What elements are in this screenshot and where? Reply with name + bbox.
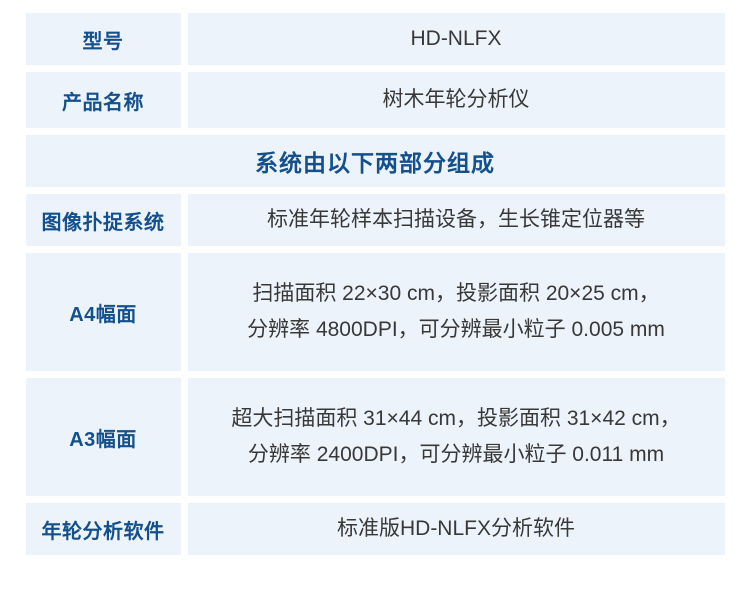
spec-table-body: 型号 HD-NLFX 产品名称 树木年轮分析仪 系统由以下两部分组成 图像扑捉系… [25,13,725,555]
row-value-image-capture: 标准年轮样本扫描设备，生长锥定位器等 [187,194,725,246]
section-header: 系统由以下两部分组成 [25,135,725,187]
table-row-model: 型号 HD-NLFX [25,13,725,65]
table-row-a4-format: A4幅面 扫描面积 22×30 cm，投影面积 20×25 cm， 分辨率 48… [25,253,725,371]
row-value-model: HD-NLFX [187,13,725,65]
row-label-a4-format: A4幅面 [25,253,181,371]
row-value-product-name: 树木年轮分析仪 [187,72,725,128]
row-label-a3-format: A3幅面 [25,378,181,496]
row-label-model: 型号 [25,13,181,65]
row-label-product-name: 产品名称 [25,72,181,128]
table-row-image-capture: 图像扑捉系统 标准年轮样本扫描设备，生长锥定位器等 [25,194,725,246]
row-label-analysis-software: 年轮分析软件 [25,503,181,555]
table-row-a3-format: A3幅面 超大扫描面积 31×44 cm，投影面积 31×42 cm， 分辨率 … [25,378,725,496]
table-row-product-name: 产品名称 树木年轮分析仪 [25,72,725,128]
product-spec-table: 型号 HD-NLFX 产品名称 树木年轮分析仪 系统由以下两部分组成 图像扑捉系… [19,6,732,562]
row-label-image-capture: 图像扑捉系统 [25,194,181,246]
table-row-analysis-software: 年轮分析软件 标准版HD-NLFX分析软件 [25,503,725,555]
row-value-a4-format: 扫描面积 22×30 cm，投影面积 20×25 cm， 分辨率 4800DPI… [187,253,725,371]
row-value-a3-format: 超大扫描面积 31×44 cm，投影面积 31×42 cm， 分辨率 2400D… [187,378,725,496]
table-row-section-header: 系统由以下两部分组成 [25,135,725,187]
row-value-analysis-software: 标准版HD-NLFX分析软件 [187,503,725,555]
